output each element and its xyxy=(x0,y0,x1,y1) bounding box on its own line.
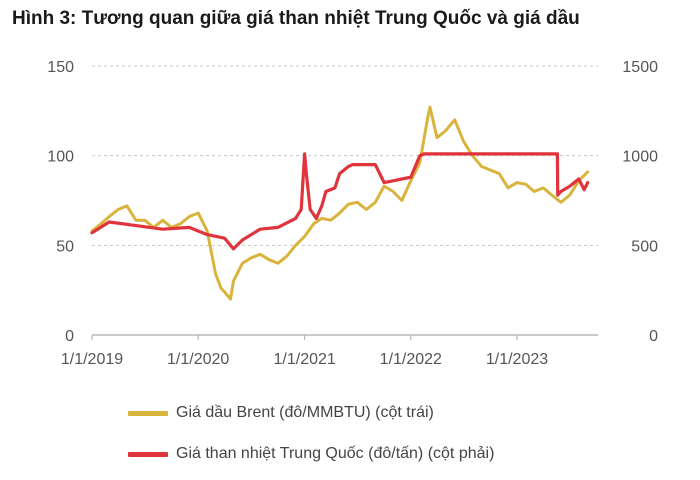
x-tick-label: 1/1/2020 xyxy=(167,351,229,368)
x-tick-label: 1/1/2022 xyxy=(380,351,442,368)
y-left-tick-label: 150 xyxy=(47,59,74,76)
x-axis-ticks: 1/1/2019 1/1/2020 1/1/2021 1/1/2022 1/1/2023 xyxy=(61,335,548,368)
legend-swatch-coal xyxy=(128,451,168,457)
chart-title: Hình 3: Tương quan giữa giá than nhiệt T… xyxy=(12,8,580,29)
legend-label-coal: Giá than nhiệt Trung Quốc (đô/tấn) (cột … xyxy=(176,445,495,462)
y-right-tick-label: 1500 xyxy=(622,59,658,76)
y-left-tick-label: 0 xyxy=(65,328,74,345)
legend-item-brent: Giá dầu Brent (đô/MMBTU) (cột trái) xyxy=(128,404,434,422)
y-right-tick-label: 1000 xyxy=(622,149,658,166)
series-lines xyxy=(90,105,590,301)
right-axis-ticks: 0 500 1000 1500 xyxy=(622,59,658,345)
series-line-brent xyxy=(90,105,590,301)
x-tick-label: 1/1/2021 xyxy=(274,351,336,368)
x-tick-label: 1/1/2019 xyxy=(61,351,123,368)
y-right-tick-label: 0 xyxy=(649,328,658,345)
left-axis-ticks: 0 50 100 150 xyxy=(47,59,74,345)
y-left-tick-label: 100 xyxy=(47,149,74,166)
y-left-tick-label: 50 xyxy=(56,238,74,255)
x-tick-label: 1/1/2023 xyxy=(486,351,548,368)
gridlines xyxy=(92,65,598,336)
legend-item-coal: Giá than nhiệt Trung Quốc (đô/tấn) (cột … xyxy=(128,445,494,463)
legend-swatch-brent xyxy=(128,410,168,416)
series-line-coal xyxy=(90,152,590,251)
legend-label-brent: Giá dầu Brent (đô/MMBTU) (cột trái) xyxy=(176,404,434,421)
y-right-tick-label: 500 xyxy=(631,238,658,255)
